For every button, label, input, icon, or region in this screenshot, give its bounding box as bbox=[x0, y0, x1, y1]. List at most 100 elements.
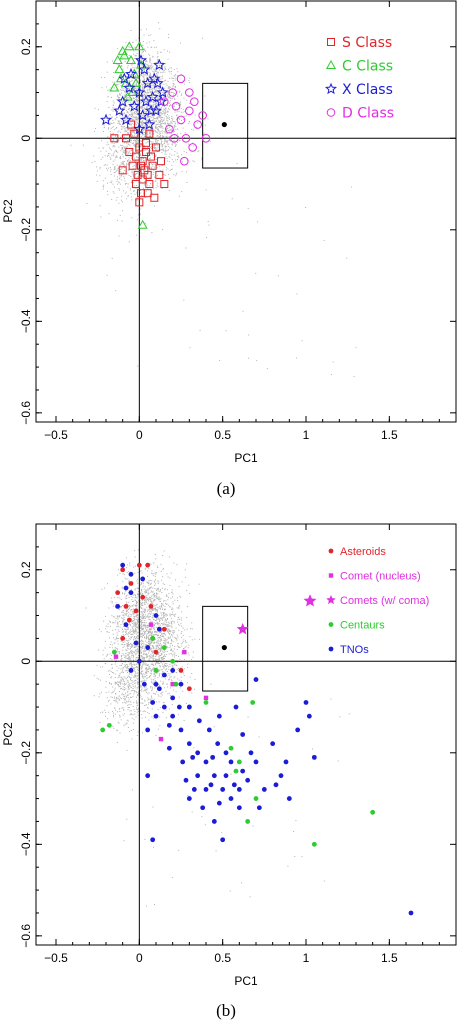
data-point bbox=[144, 104, 158, 116]
cloud-point bbox=[141, 611, 143, 613]
data-point bbox=[190, 97, 199, 106]
cloud-point bbox=[123, 694, 125, 696]
data-point bbox=[130, 77, 142, 87]
cloud-point bbox=[137, 662, 138, 664]
cloud-point bbox=[173, 75, 175, 77]
cloud-point bbox=[152, 669, 154, 671]
cloud-point bbox=[145, 73, 147, 75]
cloud-point bbox=[158, 22, 159, 24]
cloud-point bbox=[141, 84, 143, 86]
cloud-point bbox=[124, 641, 126, 643]
cloud-point bbox=[144, 109, 146, 111]
cloud-point bbox=[158, 623, 160, 624]
cloud-point bbox=[116, 150, 117, 152]
cloud-point bbox=[119, 158, 121, 160]
data-point bbox=[119, 113, 133, 126]
cloud-point bbox=[113, 102, 115, 104]
cloud-point bbox=[114, 648, 116, 650]
cloud-point bbox=[134, 625, 136, 627]
cloud-point bbox=[143, 109, 145, 111]
cloud-point bbox=[146, 68, 148, 70]
cloud-point bbox=[118, 699, 120, 701]
cloud-point bbox=[142, 677, 144, 679]
cloud-point bbox=[161, 644, 163, 646]
cloud-point bbox=[157, 55, 159, 57]
cloud-point bbox=[171, 71, 172, 72]
cloud-point bbox=[172, 106, 174, 108]
cloud-point bbox=[132, 695, 134, 697]
cloud-point bbox=[160, 122, 162, 124]
cloud-point bbox=[172, 119, 173, 121]
cloud-point bbox=[147, 583, 149, 584]
cloud-point bbox=[149, 597, 151, 599]
cloud-point bbox=[123, 709, 125, 711]
cloud-point bbox=[137, 637, 139, 639]
cloud-point bbox=[163, 143, 165, 144]
cloud-point bbox=[140, 646, 141, 648]
cloud-point bbox=[118, 140, 120, 142]
cloud-point bbox=[159, 673, 161, 675]
cloud-point bbox=[140, 100, 142, 102]
cloud-point bbox=[151, 89, 153, 91]
cloud-point bbox=[138, 153, 140, 155]
cloud-point bbox=[158, 637, 160, 638]
cloud-point bbox=[165, 136, 167, 138]
cloud-point bbox=[135, 604, 136, 606]
cloud-point bbox=[162, 555, 164, 556]
cloud-point bbox=[131, 636, 133, 638]
cloud-point bbox=[93, 695, 95, 697]
cloud-point bbox=[148, 617, 150, 619]
cloud-point bbox=[171, 622, 172, 624]
cloud-point bbox=[138, 591, 140, 592]
cloud-point bbox=[149, 702, 151, 704]
cloud-point bbox=[128, 157, 130, 159]
cloud-point bbox=[191, 628, 193, 630]
cloud-point bbox=[153, 71, 155, 73]
cloud-point bbox=[152, 626, 154, 628]
cloud-point bbox=[122, 688, 124, 690]
cloud-point bbox=[135, 156, 137, 158]
cloud-point bbox=[147, 703, 149, 705]
cloud-point bbox=[119, 183, 121, 185]
cloud-point bbox=[156, 654, 157, 656]
cloud-point bbox=[167, 130, 169, 131]
cloud-point bbox=[164, 589, 166, 591]
cloud-point bbox=[149, 123, 151, 125]
cloud-point bbox=[169, 105, 171, 107]
cloud-point bbox=[141, 690, 143, 692]
cloud-point bbox=[140, 102, 142, 103]
cloud-point bbox=[159, 82, 160, 83]
cloud-point bbox=[162, 656, 164, 657]
cloud-point bbox=[137, 657, 139, 659]
cloud-point bbox=[153, 562, 155, 564]
cloud-point bbox=[129, 607, 131, 609]
cloud-point bbox=[132, 97, 134, 99]
cloud-point bbox=[114, 171, 116, 173]
cloud-point bbox=[130, 678, 132, 680]
cloud-point bbox=[153, 665, 155, 666]
cloud-point bbox=[122, 108, 124, 109]
cloud-point bbox=[158, 671, 159, 672]
cloud-point bbox=[160, 669, 162, 671]
cloud-point bbox=[110, 87, 112, 89]
cloud-point bbox=[198, 150, 200, 152]
cloud-point bbox=[111, 659, 113, 661]
cloud-point bbox=[155, 120, 157, 122]
cloud-point bbox=[124, 577, 126, 579]
cloud-point bbox=[186, 152, 188, 153]
cloud-point bbox=[133, 168, 135, 170]
cloud-point bbox=[177, 619, 179, 621]
cloud-point bbox=[151, 580, 153, 582]
cloud-point bbox=[119, 674, 121, 676]
cloud-point bbox=[164, 71, 166, 73]
cloud-point bbox=[149, 639, 151, 640]
cloud-point bbox=[346, 257, 348, 259]
cloud-point bbox=[112, 145, 114, 147]
cloud-point bbox=[86, 203, 88, 204]
cloud-point bbox=[151, 608, 153, 610]
cloud-point bbox=[125, 609, 127, 611]
cloud-point bbox=[120, 668, 122, 670]
cloud-point bbox=[121, 679, 123, 681]
cloud-point bbox=[128, 590, 130, 592]
cloud-point bbox=[171, 168, 173, 170]
